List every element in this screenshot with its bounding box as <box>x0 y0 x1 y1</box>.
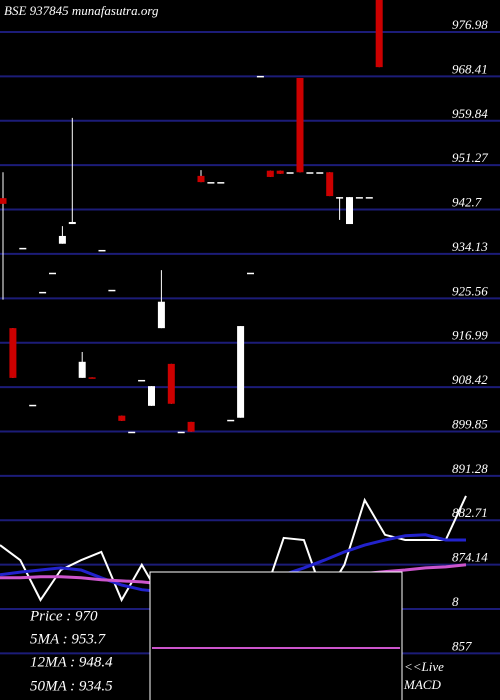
macd-panel <box>149 571 403 700</box>
live-label: <<Live <box>404 659 444 674</box>
y-tick-label: 976.98 <box>452 17 488 32</box>
candle-body <box>276 170 284 174</box>
candle-body <box>58 235 66 244</box>
candle-body <box>187 421 195 432</box>
candle-body <box>286 172 294 174</box>
grid: 976.98 968.41 959.84 951.27 942.7 934.13 925.5… <box>0 17 500 655</box>
candle-body <box>237 326 245 418</box>
candle-body <box>306 172 314 174</box>
candle-body <box>167 363 175 404</box>
candle-body <box>148 386 155 406</box>
candle-body <box>326 172 334 197</box>
info-price: Price : 970 <box>29 608 98 624</box>
y-tick-label: 968.41 <box>452 61 488 76</box>
y-tick-label: 951.27 <box>452 150 488 165</box>
y-tick-label: 916.99 <box>452 328 488 343</box>
candle-body <box>128 431 136 434</box>
info-5ma: 5MA : 953.7 <box>30 631 107 647</box>
info-12ma: 12MA : 948.4 <box>30 654 113 670</box>
candle-body <box>118 415 126 421</box>
y-tick-label: 934.13 <box>452 239 488 254</box>
candle-body <box>365 197 373 199</box>
candle-body <box>207 182 215 184</box>
y-tick-label: 908.42 <box>452 372 488 387</box>
candle-body <box>346 197 353 225</box>
candle-body <box>49 272 56 275</box>
candle-body <box>177 431 185 434</box>
candle-body <box>197 175 205 183</box>
candle-body <box>19 247 27 250</box>
candle-body <box>78 361 86 378</box>
candle-body <box>256 75 264 78</box>
candle-body <box>88 377 96 379</box>
candle-body <box>266 170 274 177</box>
candle-body <box>108 289 116 292</box>
y-tick-label: 942.7 <box>452 195 482 210</box>
candle-body <box>29 404 37 407</box>
candle-body <box>375 0 383 68</box>
candle-body <box>39 291 47 294</box>
candle-body <box>0 198 7 204</box>
y-tick-label: 857 <box>452 638 472 653</box>
candle-body <box>336 197 344 199</box>
candle-body <box>296 77 304 173</box>
candle-body <box>157 301 165 329</box>
candle-body <box>247 272 254 275</box>
candle-body <box>9 328 17 378</box>
candle-body <box>138 379 146 382</box>
candle-body <box>316 172 324 174</box>
y-tick-label: 899.85 <box>452 416 488 431</box>
candle-body <box>355 197 363 199</box>
y-tick-label: 874.14 <box>452 550 488 565</box>
candles <box>0 0 383 434</box>
macd-label: MACD <box>403 677 441 692</box>
y-tick-label: 8 <box>452 594 459 609</box>
info-50ma: 50MA : 934.5 <box>30 678 113 694</box>
candle-body <box>98 249 106 252</box>
y-tick-label: 959.84 <box>452 106 488 121</box>
candle-body <box>227 419 235 422</box>
y-tick-label: 891.28 <box>452 461 488 476</box>
y-tick-label: 925.56 <box>452 283 488 298</box>
candle-body <box>217 182 225 184</box>
chart-title: BSE 937845 munafasutra.org <box>4 3 159 18</box>
candle-body <box>68 221 76 225</box>
